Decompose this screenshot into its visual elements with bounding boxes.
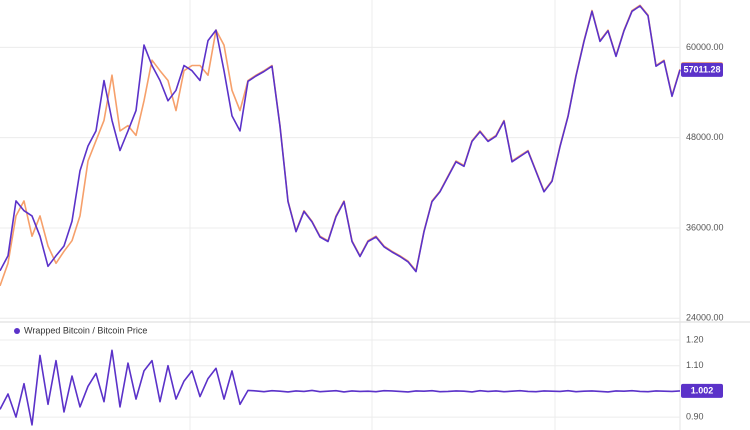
price-tag-label: 57011.28 [683,64,720,74]
price-tag [681,383,723,398]
y-tick-label: 36000.00 [686,222,724,232]
legend-marker [14,328,20,334]
y-tick-label: 0.90 [686,412,704,422]
series-line [0,5,681,273]
price-tag-label: 1.002 [691,385,714,395]
y-tick-label: 48000.00 [686,132,724,142]
price-tag [681,62,723,77]
series-line [0,349,681,426]
y-tick-label: 60000.00 [686,42,724,52]
legend-label: Wrapped Bitcoin / Bitcoin Price [24,325,147,335]
y-tick-label: 1.20 [686,334,704,344]
y-tick-label: 24000.00 [686,313,724,323]
y-tick-label: 1.10 [686,360,704,370]
